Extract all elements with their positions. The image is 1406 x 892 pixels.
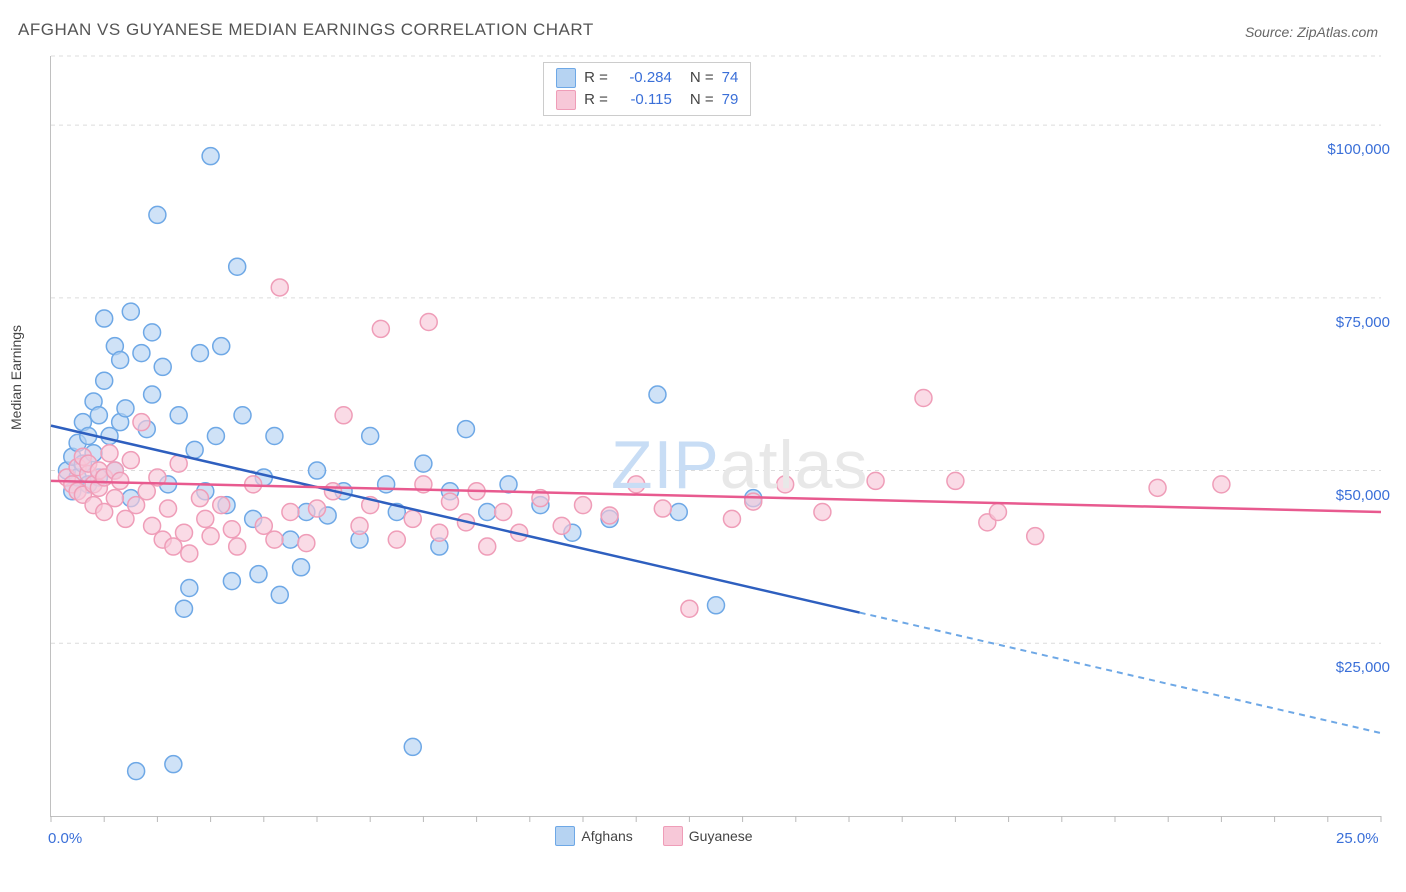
legend-swatch	[556, 90, 576, 110]
legend-swatch	[556, 68, 576, 88]
legend-swatch	[663, 826, 683, 846]
y-tick-label: $75,000	[1300, 314, 1390, 331]
legend-n-value: 74	[722, 67, 739, 89]
y-tick-label: $25,000	[1300, 659, 1390, 676]
x-axis-min-label: 0.0%	[48, 830, 82, 847]
chart-title: AFGHAN VS GUYANESE MEDIAN EARNINGS CORRE…	[18, 20, 594, 40]
correlation-legend: R = -0.284 N = 74 R = -0.115 N = 79	[543, 62, 751, 116]
x-axis-max-label: 25.0%	[1336, 830, 1379, 847]
legend-r-value: -0.115	[616, 89, 672, 111]
legend-item-label: Guyanese	[689, 828, 753, 844]
legend-r-value: -0.284	[616, 67, 672, 89]
legend-row: R = -0.115 N = 79	[556, 89, 738, 111]
y-tick-label: $50,000	[1300, 487, 1390, 504]
series-legend: Afghans Guyanese	[555, 826, 752, 846]
legend-row: R = -0.284 N = 74	[556, 67, 738, 89]
legend-item: Guyanese	[663, 826, 753, 846]
plot-area: ZIPatlas R =-0.284N =74R =-0.115N =79	[50, 56, 1381, 817]
source-attribution: Source: ZipAtlas.com	[1245, 24, 1378, 40]
y-axis-label: Median Earnings	[8, 325, 24, 430]
legend-n-label: N =	[690, 89, 714, 111]
legend-item: Afghans	[555, 826, 632, 846]
legend-r-label: R =	[584, 89, 608, 111]
legend-item-label: Afghans	[581, 828, 632, 844]
legend-r-label: R =	[584, 67, 608, 89]
chart-svg	[51, 56, 1381, 816]
legend-n-value: 79	[722, 89, 739, 111]
y-tick-label: $100,000	[1300, 141, 1390, 158]
legend-n-label: N =	[690, 67, 714, 89]
legend-swatch	[555, 826, 575, 846]
